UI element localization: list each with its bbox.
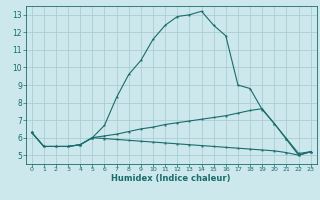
- X-axis label: Humidex (Indice chaleur): Humidex (Indice chaleur): [111, 174, 231, 183]
